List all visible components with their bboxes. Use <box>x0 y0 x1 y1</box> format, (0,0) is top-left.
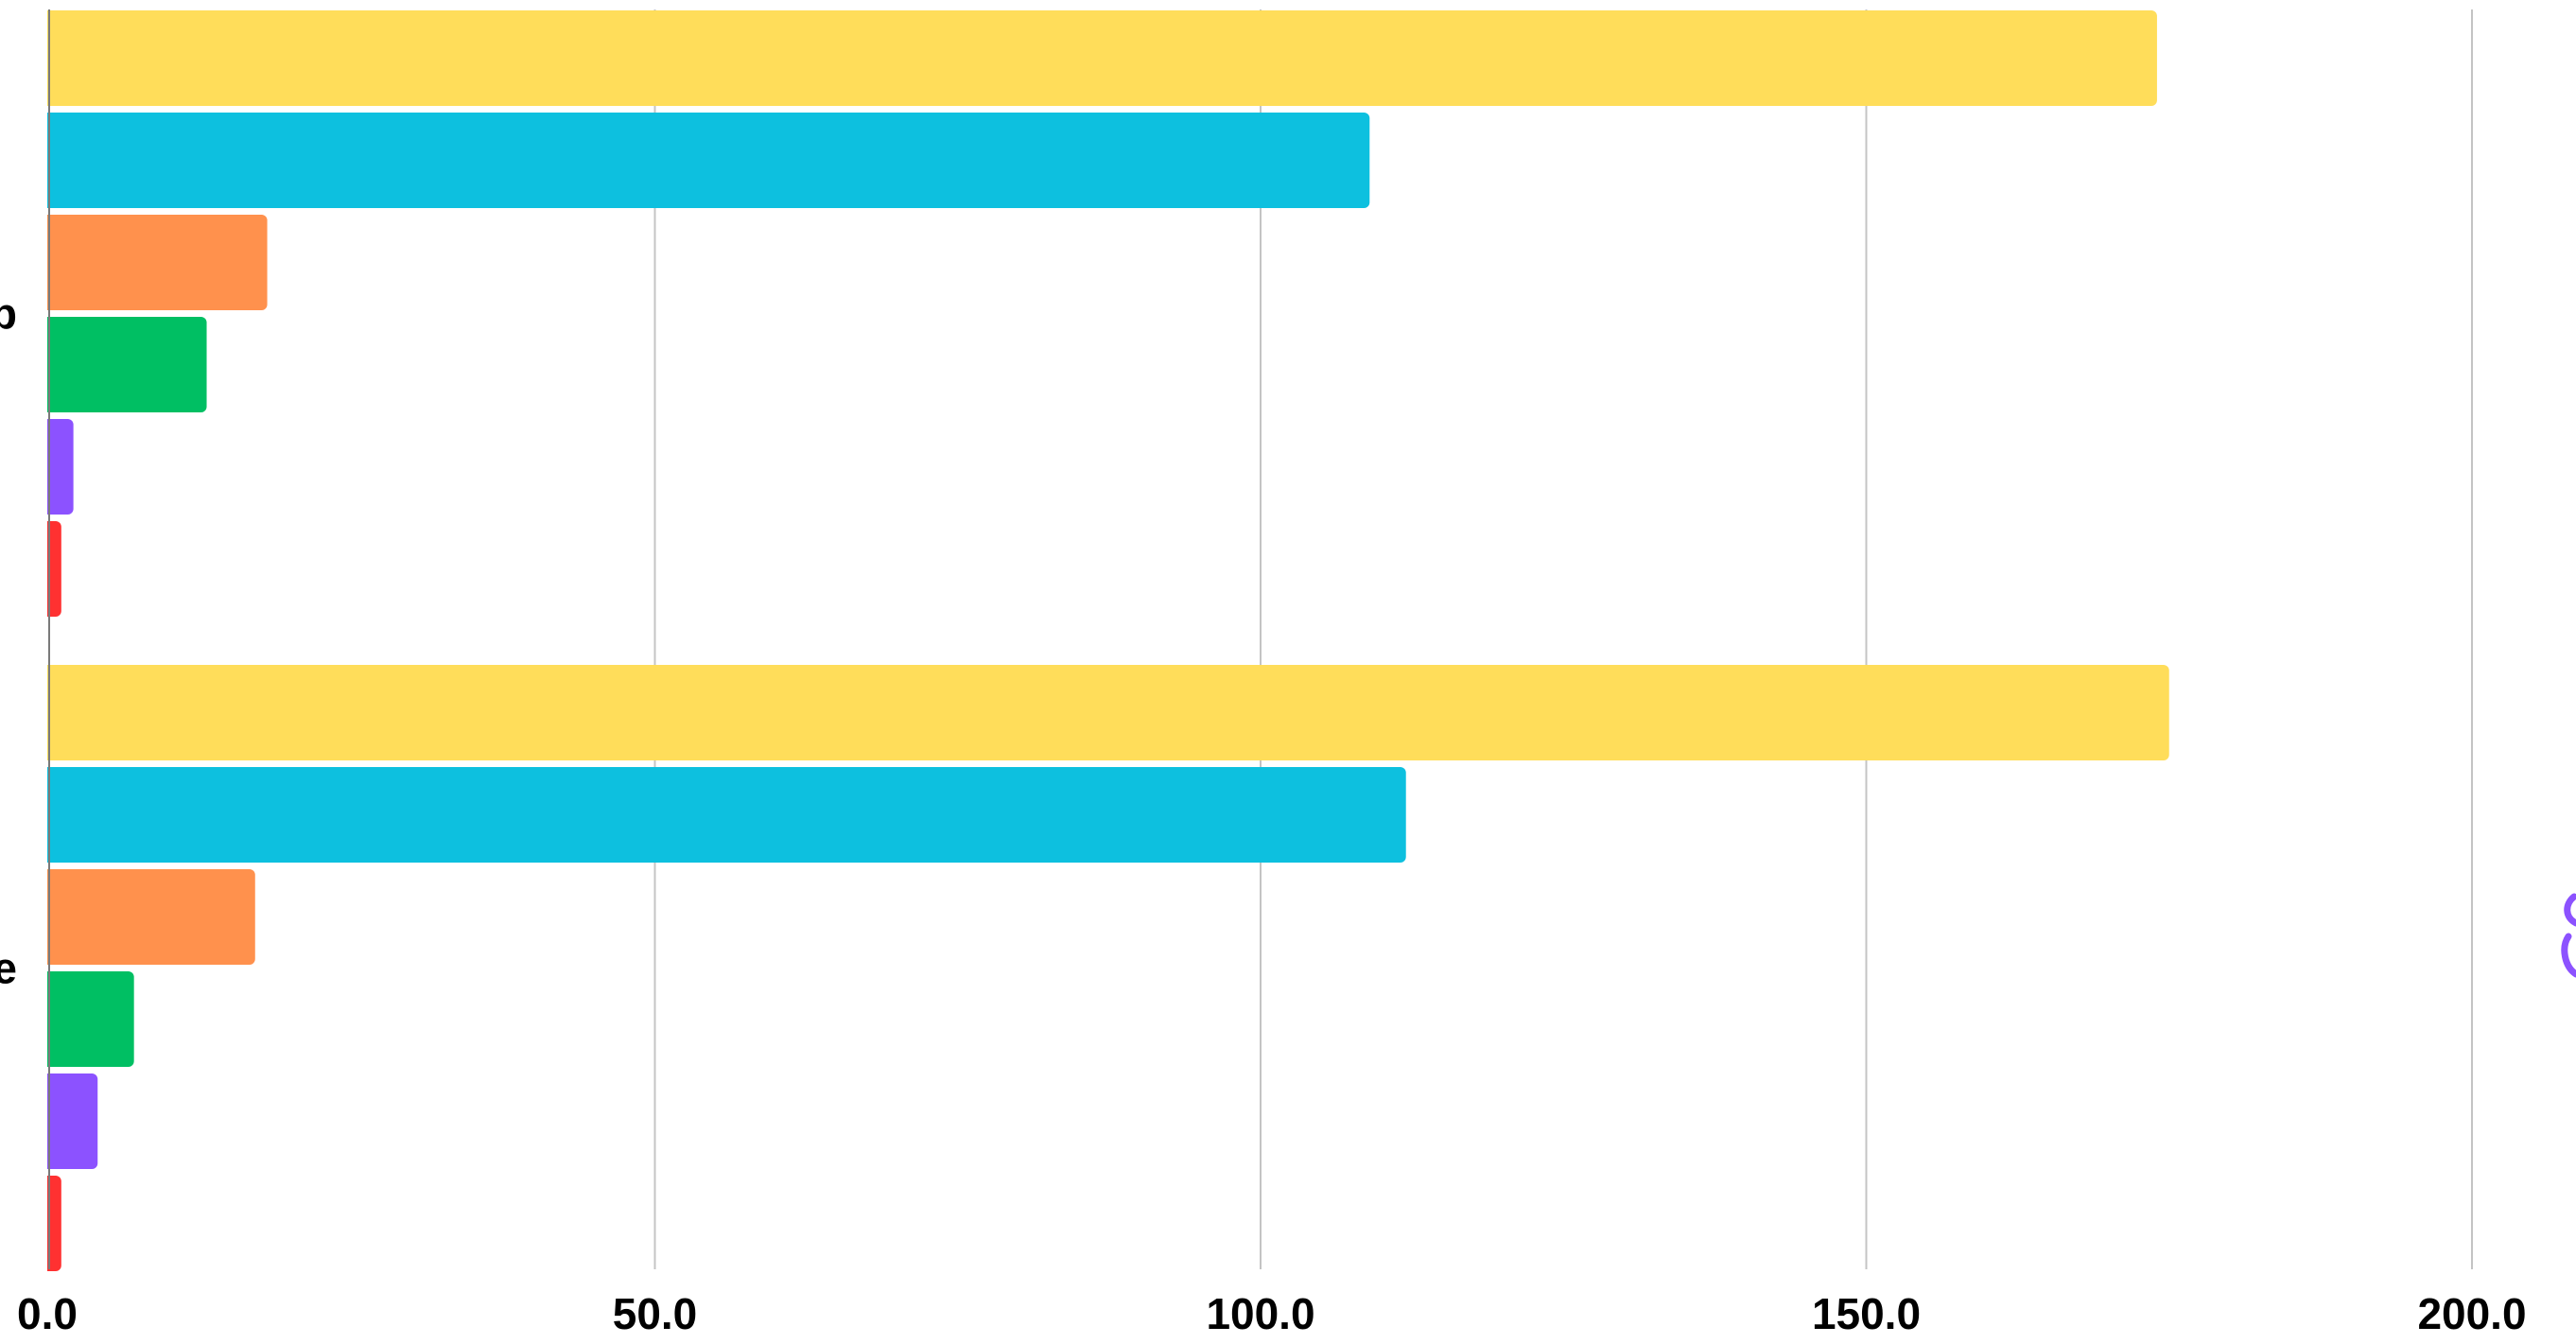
bar-cat0-series3-base <box>47 317 55 412</box>
gridlines <box>653 9 2473 1269</box>
bar-cat1-series5-base <box>47 1176 55 1271</box>
cut-off-decoration <box>2561 893 2576 978</box>
bar-cat1-series2-base <box>47 869 55 965</box>
bar-cat1-series3 <box>47 971 134 1067</box>
bar-cat1-series0 <box>47 665 2169 760</box>
category-label-0: …p <box>0 289 17 339</box>
x-tick-label-2: 100.0 <box>1206 1289 1314 1338</box>
x-tick-label-1: 50.0 <box>613 1289 698 1338</box>
bar-cat0-series3 <box>47 317 207 412</box>
bar-cat1-series1-base <box>47 767 55 863</box>
clipped-marker-icon <box>2561 893 2576 978</box>
bar-cat0-series2-base <box>47 215 55 310</box>
category-label-1: …e <box>0 944 17 993</box>
x-tick-label-4: 200.0 <box>2417 1289 2526 1338</box>
bar-cat0-series1-base <box>47 113 55 208</box>
bar-cat1-series4-base <box>47 1073 55 1169</box>
labels: 0.0 50.0 100.0 150.0 200.0 …p …e <box>0 289 2527 1339</box>
bar-cat0-series1 <box>47 113 1370 208</box>
x-tick-label-3: 150.0 <box>1812 1289 1921 1338</box>
bar-cat1-series3-base <box>47 971 55 1067</box>
bar-cat1-series0-base <box>47 665 55 760</box>
bar-cat1-series1 <box>47 767 1406 863</box>
bar-cat0-series2 <box>47 215 268 310</box>
bar-cat0-series0-base <box>47 10 55 106</box>
bar-cat0-series5-base <box>47 521 55 617</box>
bar-cat0-series4-base <box>47 419 55 515</box>
bar-cat0-series0 <box>47 10 2157 106</box>
bar-cat1-series4 <box>47 1073 98 1169</box>
bar-cat1-series2 <box>47 869 255 965</box>
x-tick-label-0: 0.0 <box>17 1289 78 1338</box>
bars <box>47 10 2169 1271</box>
